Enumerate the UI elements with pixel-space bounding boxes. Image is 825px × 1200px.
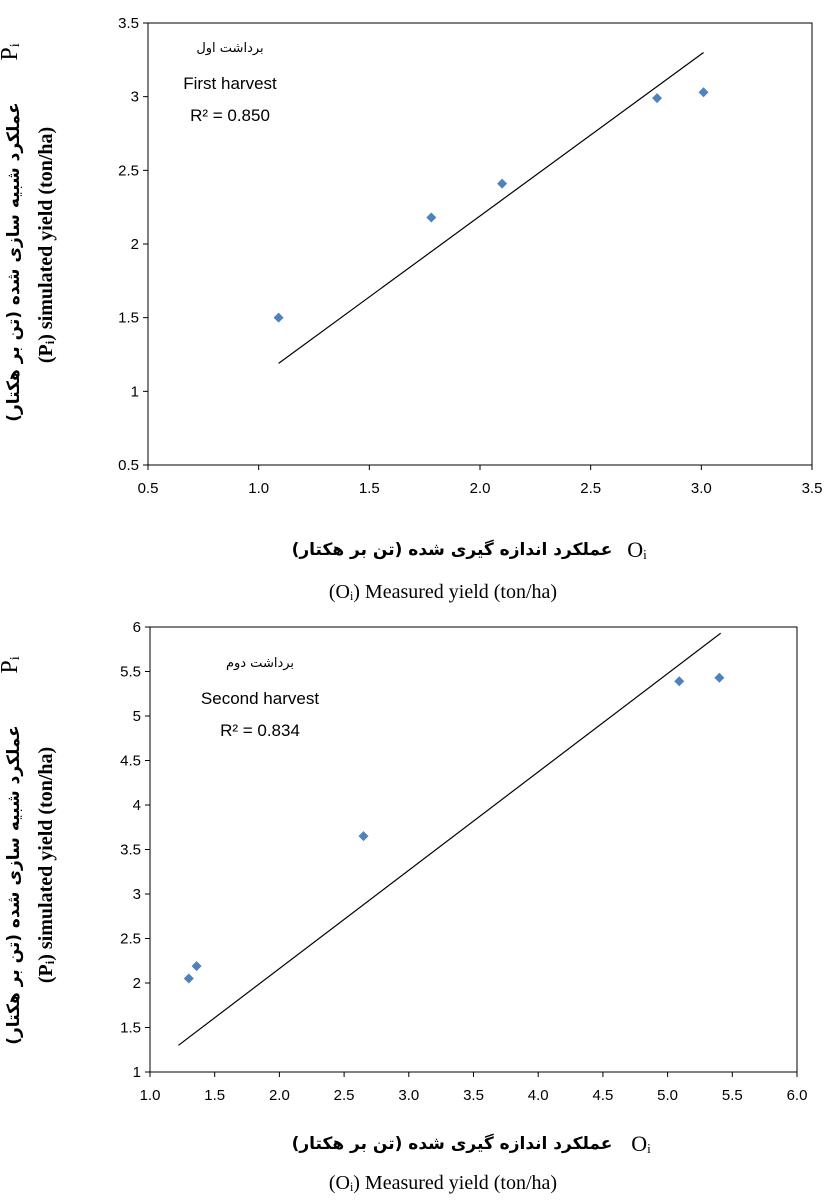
x-tick-label: 4.5 — [592, 1087, 613, 1104]
y-tick-label: 2 — [133, 975, 141, 992]
data-point — [426, 212, 437, 223]
y-tick-label: 1 — [131, 383, 139, 400]
y-tick-label: 6 — [133, 619, 141, 636]
y-axis-label-persian: عملکرد شبیه سازی شده (تن بر هکتار) — [4, 102, 24, 422]
x-tick-label: 3.0 — [691, 480, 712, 497]
annotation-persian: برداشت اول — [196, 41, 263, 56]
y-tick-label: 3.5 — [120, 842, 141, 859]
x-tick-label: 1.0 — [140, 1087, 161, 1104]
second-harvest-chart: 1 1.5 2 2.5 3 3.5 4 4.5 5 5.5 6 1.0 1.5 2.0 2.5 3.0 3.5… — [0, 610, 825, 1195]
data-point — [358, 831, 369, 842]
x-tick-label: 3.5 — [802, 480, 823, 497]
x-tick-label: 5.0 — [657, 1087, 678, 1104]
x-tick-label: 4.0 — [528, 1087, 549, 1104]
x-tick-label: 5.5 — [722, 1087, 743, 1104]
y-tick-label: 1 — [133, 1064, 141, 1081]
x-tick-label: 6.0 — [787, 1087, 808, 1104]
y-axis-label-english-group: (Pᵢ) simulated yield (ton/ha) — [35, 127, 57, 363]
trend-line — [178, 632, 722, 1046]
y-tick-label: 5 — [133, 708, 141, 725]
y-tick-label: 0.5 — [118, 457, 139, 474]
y-tick-label: 5.5 — [120, 664, 141, 681]
y-tick-label: 4 — [133, 797, 141, 814]
data-point — [273, 312, 284, 323]
second-harvest-chart-svg: 1 1.5 2 2.5 3 3.5 4 4.5 5 5.5 6 1.0 1.5 2.0 2.5 3.0 3.5… — [0, 619, 808, 1194]
y-axis-label-persian: عملکرد شبیه سازی شده (تن بر هکتار) — [4, 725, 24, 1045]
annotation-title: First harvest — [183, 74, 277, 93]
y-tick-label: 3 — [131, 89, 139, 106]
x-axis-label-persian: عملکرد اندازه گیری شده (تن بر هکتار) — [292, 1133, 613, 1154]
y-axis-label-english: (Pᵢ) simulated yield (ton/ha) — [35, 127, 57, 363]
data-point — [714, 672, 725, 683]
x-tick-label: 1.0 — [248, 480, 269, 497]
y-tick-label: 2 — [131, 236, 139, 253]
y-tick-label: 3.5 — [118, 15, 139, 32]
y-axis-symbol-group: Pᵢ — [0, 656, 23, 673]
y-tick-label: 2.5 — [118, 162, 139, 179]
y-axis-label-english: (Pᵢ) simulated yield (ton/ha) — [35, 747, 57, 983]
x-axis-label-english: (Oᵢ) Measured yield (ton/ha) — [329, 1172, 557, 1194]
annotation-title: Second harvest — [201, 689, 319, 708]
y-axis-symbol: Pᵢ — [0, 656, 23, 673]
y-axis-symbol: Pᵢ — [0, 43, 23, 60]
x-tick-label: 3.0 — [398, 1087, 419, 1104]
trend-line — [278, 51, 704, 364]
x-tick-label: 2.0 — [470, 480, 491, 497]
y-axis-label-english-group: (Pᵢ) simulated yield (ton/ha) — [35, 747, 57, 983]
annotation-r2: R² = 0.834 — [220, 721, 300, 740]
first-harvest-chart: 0.5 1 1.5 2 2.5 3 3.5 0.5 1.0 1.5 2.0 2.5 3.0 3.5 بر… — [0, 15, 823, 603]
y-axis-symbol-group: Pᵢ — [0, 43, 23, 60]
annotation-r2: R² = 0.850 — [190, 106, 270, 125]
y-axis-label-persian-group: عملکرد شبیه سازی شده (تن بر هکتار) — [4, 725, 24, 1045]
x-tick-label: 1.5 — [204, 1087, 225, 1104]
data-point — [497, 178, 508, 189]
y-axis-label-persian-group: عملکرد شبیه سازی شده (تن بر هکتار) — [4, 102, 24, 422]
y-tick-label: 1.5 — [118, 310, 139, 327]
x-axis-label-english: (Oᵢ) Measured yield (ton/ha) — [329, 581, 557, 603]
x-tick-label: 3.5 — [463, 1087, 484, 1104]
annotation-persian: برداشت دوم — [226, 656, 294, 671]
data-point — [183, 973, 194, 984]
x-tick-label: 2.0 — [269, 1087, 290, 1104]
y-tick-label: 1.5 — [120, 1020, 141, 1037]
y-tick-label: 2.5 — [120, 931, 141, 948]
x-tick-label: 1.5 — [359, 480, 380, 497]
first-harvest-chart-svg: 0.5 1 1.5 2 2.5 3 3.5 0.5 1.0 1.5 2.0 2.5 3.0 3.5 بر… — [0, 15, 823, 603]
x-axis-symbol: Oᵢ — [631, 1131, 651, 1156]
y-tick-label: 3 — [133, 886, 141, 903]
data-point — [191, 961, 202, 972]
data-point — [698, 87, 709, 98]
x-axis-label-persian: عملکرد اندازه گیری شده (تن بر هکتار) — [292, 539, 613, 560]
x-axis-symbol: Oᵢ — [627, 537, 647, 562]
data-point — [674, 676, 685, 687]
x-tick-label: 0.5 — [138, 480, 159, 497]
y-tick-label: 4.5 — [120, 753, 141, 770]
x-tick-label: 2.5 — [334, 1087, 355, 1104]
x-tick-label: 2.5 — [580, 480, 601, 497]
data-point — [652, 93, 663, 104]
